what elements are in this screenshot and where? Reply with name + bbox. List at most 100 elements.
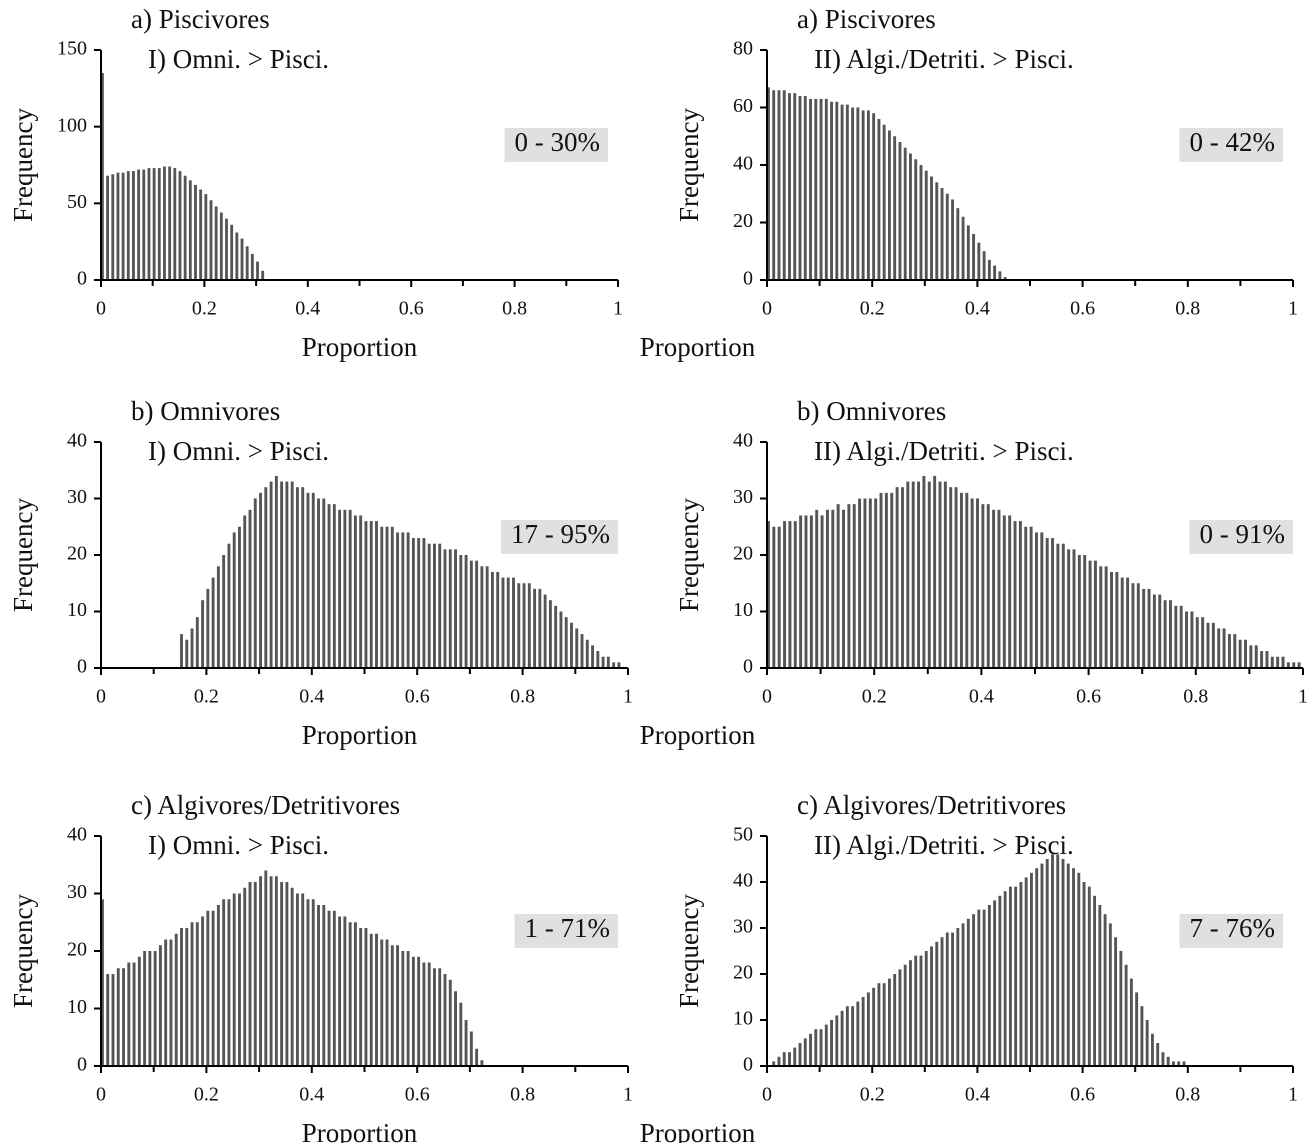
bar <box>106 974 110 1066</box>
bar <box>987 259 991 280</box>
bar <box>956 928 960 1066</box>
y-tick-label: 20 <box>67 939 87 961</box>
bar <box>804 515 808 668</box>
bar <box>164 939 168 1066</box>
x-tick-label: 0.8 <box>502 298 527 320</box>
bar <box>927 481 931 668</box>
bar <box>338 509 342 668</box>
panel-subtitle: II) Algi./Detriti. > Pisci. <box>814 44 1074 74</box>
y-tick-label: 40 <box>733 153 753 175</box>
bar <box>895 487 899 668</box>
bar <box>1061 859 1065 1066</box>
panel-subtitle: II) Algi./Detriti. > Pisci. <box>814 436 1074 466</box>
bar <box>174 933 178 1066</box>
bar <box>788 93 791 280</box>
bar <box>1019 882 1023 1066</box>
y-axis-label: Frequency <box>8 894 38 1008</box>
bar <box>1056 854 1060 1066</box>
bar <box>1161 1052 1165 1066</box>
bar <box>301 487 305 668</box>
bar <box>909 153 912 280</box>
bar <box>601 656 605 668</box>
bar <box>836 504 840 668</box>
bar <box>909 960 912 1066</box>
bar <box>986 504 990 668</box>
bar <box>1014 886 1018 1066</box>
y-tick-label: 0 <box>77 268 87 290</box>
bar <box>1035 868 1039 1066</box>
bar <box>1045 859 1049 1066</box>
bar <box>863 498 867 668</box>
bar <box>901 487 904 668</box>
bar <box>153 951 157 1066</box>
bar <box>815 509 819 668</box>
bar <box>261 270 265 280</box>
bar <box>1115 571 1119 668</box>
bar <box>180 928 183 1066</box>
bar <box>1152 594 1156 668</box>
bar <box>919 165 923 280</box>
annotation-box <box>504 128 608 162</box>
x-tick-label: 0 <box>96 298 106 320</box>
bar <box>819 1029 823 1066</box>
bar <box>533 588 537 668</box>
x-axis-label: Proportion <box>302 1118 418 1143</box>
bar <box>893 974 897 1066</box>
bar <box>411 956 415 1066</box>
bar <box>1292 662 1296 668</box>
bar <box>204 194 208 280</box>
bar <box>570 622 573 668</box>
bar <box>517 583 521 668</box>
bar <box>219 212 223 280</box>
x-tick-label: 0 <box>762 686 772 708</box>
bar <box>264 487 268 668</box>
bar <box>831 509 835 668</box>
bar <box>852 504 856 668</box>
bar <box>122 968 125 1066</box>
bar <box>872 113 876 280</box>
bar <box>1158 594 1162 668</box>
bar <box>190 922 194 1066</box>
bar <box>564 617 568 668</box>
bar <box>332 504 336 668</box>
bar <box>767 87 770 280</box>
bar <box>788 1052 791 1066</box>
bar <box>777 90 781 280</box>
bar <box>454 991 457 1066</box>
bar <box>835 101 839 280</box>
x-tick-label: 1 <box>623 686 633 708</box>
bar <box>411 538 415 668</box>
bar <box>951 932 954 1066</box>
bar <box>438 968 442 1066</box>
bar <box>1002 515 1006 668</box>
bar <box>861 110 865 280</box>
bar <box>972 234 976 280</box>
bar <box>835 1015 839 1066</box>
bar <box>248 882 252 1066</box>
y-tick-label: 10 <box>67 996 87 1018</box>
bar <box>933 475 937 668</box>
bar <box>1222 628 1226 668</box>
bar <box>401 532 405 668</box>
bar <box>163 166 166 280</box>
bar <box>343 509 347 668</box>
bar <box>772 1061 776 1066</box>
y-axis-label: Frequency <box>674 108 704 222</box>
y-tick-label: 40 <box>67 824 87 846</box>
bar <box>890 492 894 668</box>
bar <box>1040 532 1044 668</box>
x-tick-label: 0.6 <box>1070 298 1095 320</box>
bar <box>211 577 215 668</box>
bar <box>914 955 918 1066</box>
x-axis-label: Proportion <box>302 720 418 750</box>
bar <box>353 515 357 668</box>
bar <box>385 939 389 1066</box>
bar <box>877 983 881 1066</box>
bar <box>209 200 213 280</box>
bar <box>914 159 918 280</box>
bar <box>359 515 363 668</box>
bar <box>845 104 849 280</box>
bar <box>898 969 902 1066</box>
bar <box>1217 628 1221 668</box>
bar <box>993 265 997 280</box>
